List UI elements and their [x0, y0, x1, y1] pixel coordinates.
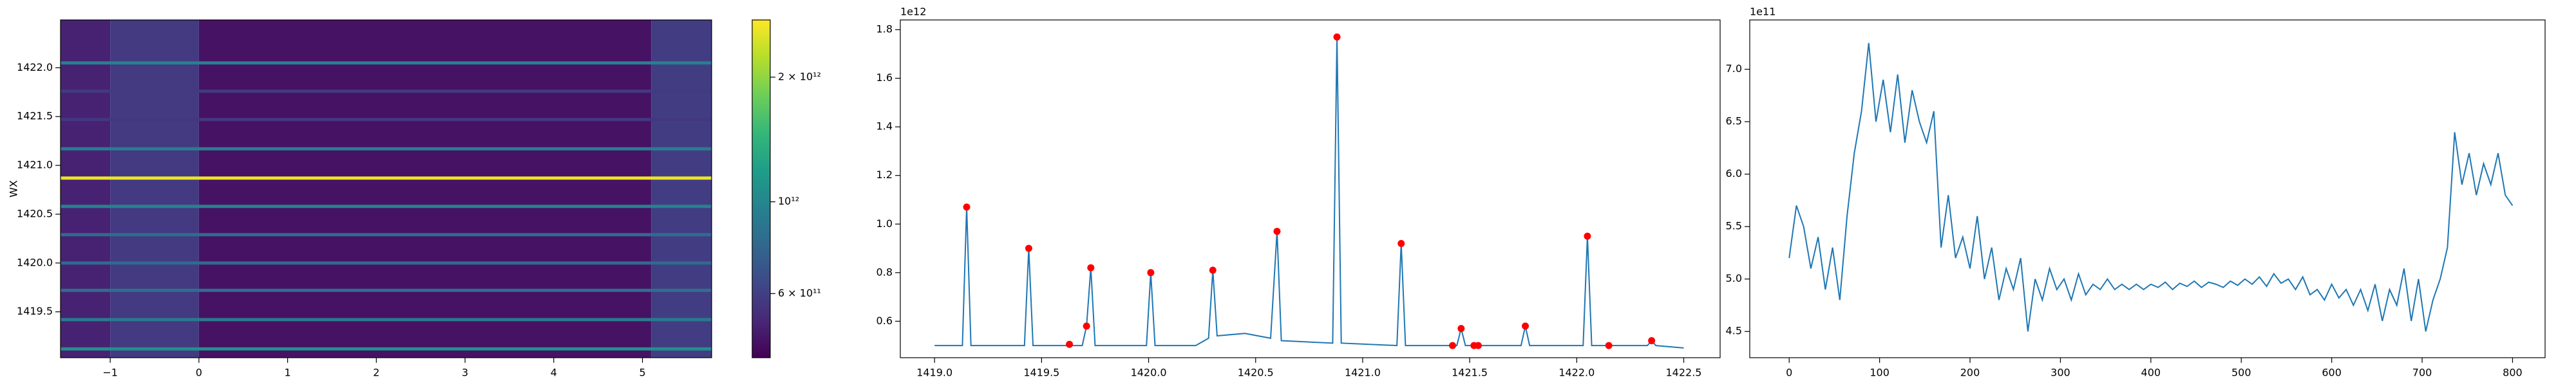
x-tick-label: 600 — [2322, 367, 2342, 379]
peak-marker — [1605, 342, 1613, 349]
y-tick-label: 7.0 — [1726, 62, 1742, 75]
y-tick-label: 1.8 — [876, 23, 893, 35]
x-tick-label: 5 — [639, 367, 645, 379]
colorbar-tick-label: 2 × 10¹² — [778, 70, 821, 82]
heatmap-line — [61, 205, 712, 208]
x-tick-label: 500 — [2231, 367, 2251, 379]
x-tick-label: 2 — [373, 367, 379, 379]
heatmap — [61, 20, 712, 358]
heatmap-line — [61, 261, 712, 265]
y-tick-label: 1.0 — [876, 217, 893, 230]
x-tick-label: 1 — [285, 367, 291, 379]
peak-marker — [1584, 232, 1591, 240]
offset-label: 1e11 — [1750, 6, 1776, 18]
y-tick-label: 0.6 — [876, 315, 893, 327]
y-tick-label: 1.2 — [876, 169, 893, 181]
heatmap-line — [61, 288, 712, 292]
y-tick-label: 1422.0 — [17, 61, 53, 73]
peak-marker — [1273, 228, 1281, 235]
y-tick-label: 6.0 — [1726, 167, 1742, 179]
y-tick-label: 1.6 — [876, 71, 893, 84]
heatmap-column — [61, 20, 111, 358]
x-tick-label: 3 — [462, 367, 468, 379]
peak-marker — [1474, 342, 1482, 349]
x-tick-label: 100 — [1870, 367, 1889, 379]
x-tick-label: 1422.0 — [1558, 367, 1595, 379]
y-tick-label: 5.5 — [1726, 220, 1742, 232]
y-tick-label: 1420.0 — [17, 256, 53, 268]
x-tick-label: 1421.5 — [1452, 367, 1488, 379]
x-tick-label: 1421.0 — [1345, 367, 1381, 379]
peak-marker — [1333, 33, 1341, 41]
x-tick-label: 700 — [2412, 367, 2432, 379]
peak-marker — [1522, 322, 1530, 330]
x-tick-label: 300 — [2050, 367, 2070, 379]
peak-marker — [1449, 342, 1457, 349]
axes-frame — [60, 19, 712, 358]
y-tick-label: 0.8 — [876, 266, 893, 278]
heatmap-line — [61, 347, 712, 351]
offset-label: 1e12 — [900, 6, 926, 18]
peak-marker — [1457, 325, 1465, 333]
x-tick-label: 1422.5 — [1666, 367, 1702, 379]
peak-marker — [1648, 337, 1656, 345]
peak-marker — [1025, 244, 1032, 252]
peak-marker — [1066, 340, 1074, 348]
heatmap-line — [61, 61, 712, 65]
line-series — [1788, 42, 2514, 332]
y-tick-label: 5.0 — [1726, 272, 1742, 284]
x-tick-label: 0 — [196, 367, 202, 379]
peak-marker — [963, 203, 971, 211]
peak-marker — [1147, 269, 1155, 277]
x-tick-label: 800 — [2503, 367, 2523, 379]
y-tick-label: 1.4 — [876, 120, 893, 133]
colorbar-tick-label: 10¹² — [778, 195, 799, 207]
y-axis-label: WX — [8, 180, 20, 198]
y-tick-label: 1421.0 — [17, 159, 53, 171]
peak-marker — [1209, 266, 1217, 274]
peak-marker — [1083, 322, 1090, 330]
x-tick-label: 1419.0 — [916, 367, 952, 379]
x-tick-label: 1420.0 — [1131, 367, 1167, 379]
heatmap-line — [61, 233, 712, 237]
x-tick-label: 0 — [1786, 367, 1792, 379]
colorbar — [752, 20, 770, 358]
y-tick-label: 1420.5 — [17, 207, 53, 219]
axes-frame — [1749, 19, 2546, 358]
peak-marker — [1397, 239, 1405, 247]
colorbar-tick-label: 6 × 10¹¹ — [778, 287, 821, 299]
heatmap-line — [61, 147, 712, 151]
heatmap-line — [61, 118, 712, 122]
heatmap-line — [61, 176, 712, 180]
x-tick-label: −1 — [102, 367, 118, 379]
colorbar-frame — [752, 19, 771, 358]
x-tick-label: 4 — [551, 367, 557, 379]
x-tick-label: 400 — [2141, 367, 2161, 379]
heatmap-line — [61, 89, 712, 93]
y-tick-label: 1419.5 — [17, 305, 53, 317]
heatmap-column — [198, 20, 652, 358]
x-tick-label: 1419.5 — [1023, 367, 1059, 379]
peak-marker — [1087, 264, 1095, 271]
y-tick-label: 6.5 — [1726, 115, 1742, 127]
x-tick-label: 1420.5 — [1238, 367, 1274, 379]
x-tick-label: 200 — [1960, 367, 1980, 379]
heatmap-column — [651, 20, 712, 358]
y-tick-label: 1421.5 — [17, 110, 53, 122]
heatmap-line — [61, 318, 712, 322]
heatmap-column — [110, 20, 199, 358]
axes-frame — [900, 19, 1721, 358]
y-tick-label: 4.5 — [1726, 325, 1742, 337]
